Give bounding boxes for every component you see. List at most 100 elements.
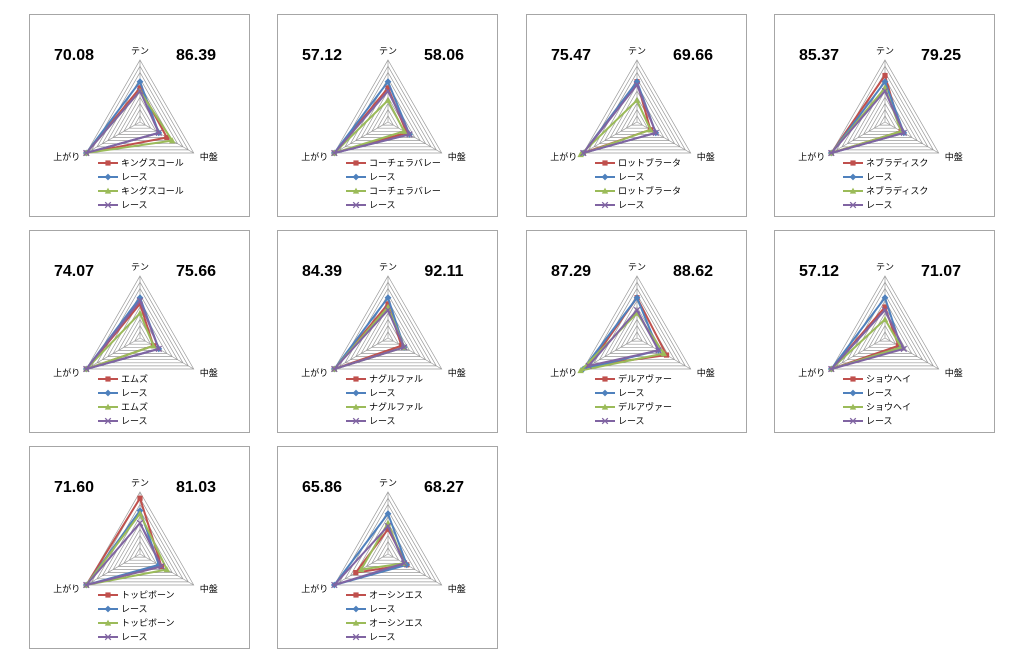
data-point — [384, 510, 392, 518]
axis-label-chuban: 中盤 — [697, 367, 715, 379]
legend-item: コーチェラバレー — [346, 158, 441, 169]
legend-item: レース — [98, 417, 148, 427]
data-point — [633, 294, 641, 302]
data-point — [384, 96, 392, 103]
legend-label: キングスコール — [121, 185, 184, 197]
grid-ring — [598, 77, 676, 145]
legend-item: レース — [346, 201, 396, 211]
grid-ring — [123, 534, 157, 564]
score-right: 69.66 — [673, 47, 713, 64]
score-left: 71.60 — [54, 479, 94, 496]
legend-item: エムズ — [98, 401, 148, 413]
legend-label: レース — [121, 201, 148, 211]
legend-marker — [849, 389, 857, 397]
legend-label: レース — [618, 201, 645, 211]
grid-ring — [91, 497, 189, 583]
legend-item: レース — [595, 417, 645, 427]
data-point — [404, 130, 410, 136]
legend-marker — [352, 417, 360, 425]
axis-label-ten: テン — [379, 262, 397, 273]
legend-item: ショウヘイ — [843, 402, 911, 413]
grid-spoke — [387, 121, 442, 154]
legend-marker — [601, 403, 609, 410]
legend-item: レース — [843, 389, 893, 399]
score-right: 75.66 — [176, 263, 216, 280]
data-point — [633, 96, 641, 103]
legend-marker — [104, 619, 112, 626]
data-point — [136, 87, 144, 95]
legend-label: ナグルファル — [369, 373, 423, 385]
series-line — [587, 309, 660, 367]
grid-ring — [333, 59, 443, 154]
grid-ring — [349, 509, 427, 577]
grid-ring — [376, 540, 400, 561]
axis-label-chuban: 中盤 — [448, 151, 466, 163]
legend-label: デルアヴァー — [618, 373, 672, 385]
data-point — [633, 81, 641, 89]
legend-label: ロットブラータ — [618, 185, 681, 197]
grid-ring — [879, 115, 891, 126]
data-point — [900, 129, 908, 137]
legend-label: レース — [121, 605, 148, 615]
legend-item: レース — [98, 389, 148, 399]
legend-label: デルアヴァー — [618, 401, 672, 413]
data-point — [828, 365, 835, 373]
legend-label: レース — [866, 201, 893, 211]
data-point — [136, 297, 144, 305]
grid-ring — [382, 331, 394, 342]
grid-ring — [339, 497, 437, 583]
data-point — [400, 344, 408, 351]
data-point — [881, 306, 889, 314]
legend-item: レース — [98, 201, 148, 211]
grid-ring — [846, 293, 924, 361]
legend-label: エムズ — [121, 401, 148, 413]
axis-label-agari: 上がり — [301, 151, 328, 163]
grid-spoke — [583, 337, 638, 370]
legend-item: オーシンエス — [346, 590, 423, 601]
legend-item: レース — [346, 417, 396, 427]
grid-ring — [360, 306, 416, 354]
series-4 — [83, 87, 163, 157]
grid-spoke — [387, 553, 442, 586]
data-point — [163, 566, 171, 573]
legend-marker — [352, 173, 360, 181]
legend-item: オーシンエス — [346, 618, 423, 629]
radar-chart-panel: テン 中盤 上がり 57.12 58.06 コーチェラバレー レース コーチェラバレー レース — [277, 14, 498, 217]
grid-ring — [604, 84, 670, 141]
grid-ring — [333, 275, 443, 370]
legend-marker — [849, 187, 857, 194]
legend-marker — [352, 619, 360, 626]
axis-label-chuban: 中盤 — [697, 151, 715, 163]
radar-chart-panel: テン 中盤 上がり 87.29 88.62 デルアヴァー レース デルアヴァー レース — [526, 230, 747, 433]
series-line — [579, 99, 652, 156]
grid-ring — [333, 491, 443, 586]
score-left: 75.47 — [551, 47, 591, 64]
legend-marker — [850, 160, 856, 166]
legend-label: レース — [866, 417, 893, 427]
series-line — [333, 99, 406, 154]
data-point — [353, 570, 359, 576]
legend-marker — [352, 605, 360, 613]
grid-ring — [625, 324, 649, 345]
data-point — [83, 149, 90, 157]
grid-ring — [128, 324, 152, 345]
grid-ring — [376, 108, 400, 129]
grid-ring — [836, 281, 934, 367]
series-line — [333, 525, 406, 586]
legend-label: レース — [618, 417, 645, 427]
data-point — [169, 137, 176, 144]
grid-ring — [382, 547, 394, 558]
score-left: 70.08 — [54, 47, 94, 64]
grid-ring — [91, 65, 189, 151]
axis-label-ten: テン — [379, 46, 397, 57]
data-point — [577, 367, 584, 374]
radar-chart-panel: テン 中盤 上がり 57.12 71.07 ショウヘイ レース ショウヘイ レース — [774, 230, 995, 433]
score-left: 57.12 — [302, 47, 342, 64]
legend-label: トッピボーン — [121, 590, 175, 601]
